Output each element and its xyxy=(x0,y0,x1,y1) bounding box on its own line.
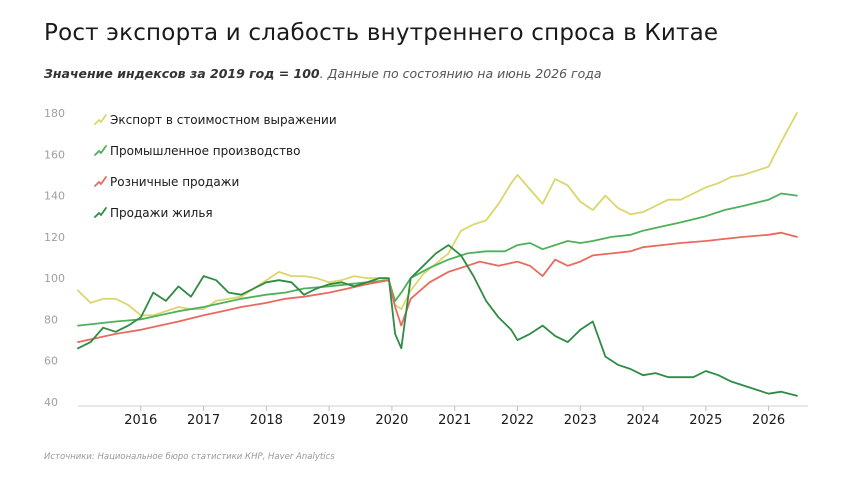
x-tick-label: 2022 xyxy=(501,413,534,428)
series-line-4 xyxy=(77,244,798,397)
y-tick-label: 100 xyxy=(44,272,65,285)
series-lines xyxy=(77,112,798,397)
series-line-1 xyxy=(77,112,798,317)
x-tick-label: 2016 xyxy=(124,413,157,428)
y-tick-label: 120 xyxy=(44,231,65,244)
legend-line-icon xyxy=(94,176,107,187)
legend-label: Продажи жилья xyxy=(110,206,213,220)
legend-line-icon xyxy=(94,145,107,156)
legend-item: Продажи жилья xyxy=(87,200,215,226)
y-tick-label: 60 xyxy=(44,355,58,368)
y-axis: 40 60 80 100 120 140 160 180 xyxy=(44,107,65,409)
legend-label: Экспорт в стоимостном выражении xyxy=(110,113,337,127)
legend-pill xyxy=(87,169,244,195)
legend-pill xyxy=(87,107,332,133)
legend-pill xyxy=(87,138,301,164)
x-tick-label: 2026 xyxy=(752,413,785,428)
subtitle-bold: Значение индексов за 2019 год = 100 xyxy=(44,66,320,81)
legend-item: Промышленное производство xyxy=(87,138,301,164)
legend-pill xyxy=(87,200,215,226)
x-tick-label: 2018 xyxy=(250,413,283,428)
series-line-3 xyxy=(77,231,798,343)
legend-line-icon xyxy=(94,114,107,125)
legend-label: Розничные продажи xyxy=(110,175,239,189)
chart-title: Рост экспорта и слабость внутреннего спр… xyxy=(44,20,719,46)
series-line-2 xyxy=(77,192,798,327)
legend-item: Экспорт в стоимостном выражении xyxy=(87,107,337,133)
legend-line-icon xyxy=(94,207,107,218)
y-tick-label: 140 xyxy=(44,190,65,203)
y-tick-label: 180 xyxy=(44,107,65,120)
x-tick-label: 2017 xyxy=(187,413,220,428)
x-tick-label: 2023 xyxy=(564,413,597,428)
x-axis: 2016 2017 2018 2019 2020 2021 2022 2023 2024 2025… xyxy=(78,405,808,428)
source-note: Источники: Национальное бюро статистики … xyxy=(44,452,335,462)
y-tick-label: 80 xyxy=(44,313,58,326)
y-tick-label: 160 xyxy=(44,148,65,161)
legend-item: Розничные продажи xyxy=(87,169,244,195)
x-tick-label: 2019 xyxy=(313,413,346,428)
chart-subtitle: Значение индексов за 2019 год = 100. Дан… xyxy=(44,66,602,81)
x-tick-label: 2024 xyxy=(626,413,659,428)
x-tick-label: 2021 xyxy=(438,413,471,428)
legend: Экспорт в стоимостном выражении Промышлен… xyxy=(87,107,337,226)
x-tick-label: 2020 xyxy=(375,413,408,428)
y-tick-label: 40 xyxy=(44,396,58,409)
subtitle-rest: . Данные по состоянию на июнь 2026 года xyxy=(319,66,602,81)
x-tick-label: 2025 xyxy=(689,413,722,428)
legend-label: Промышленное производство xyxy=(110,144,300,158)
